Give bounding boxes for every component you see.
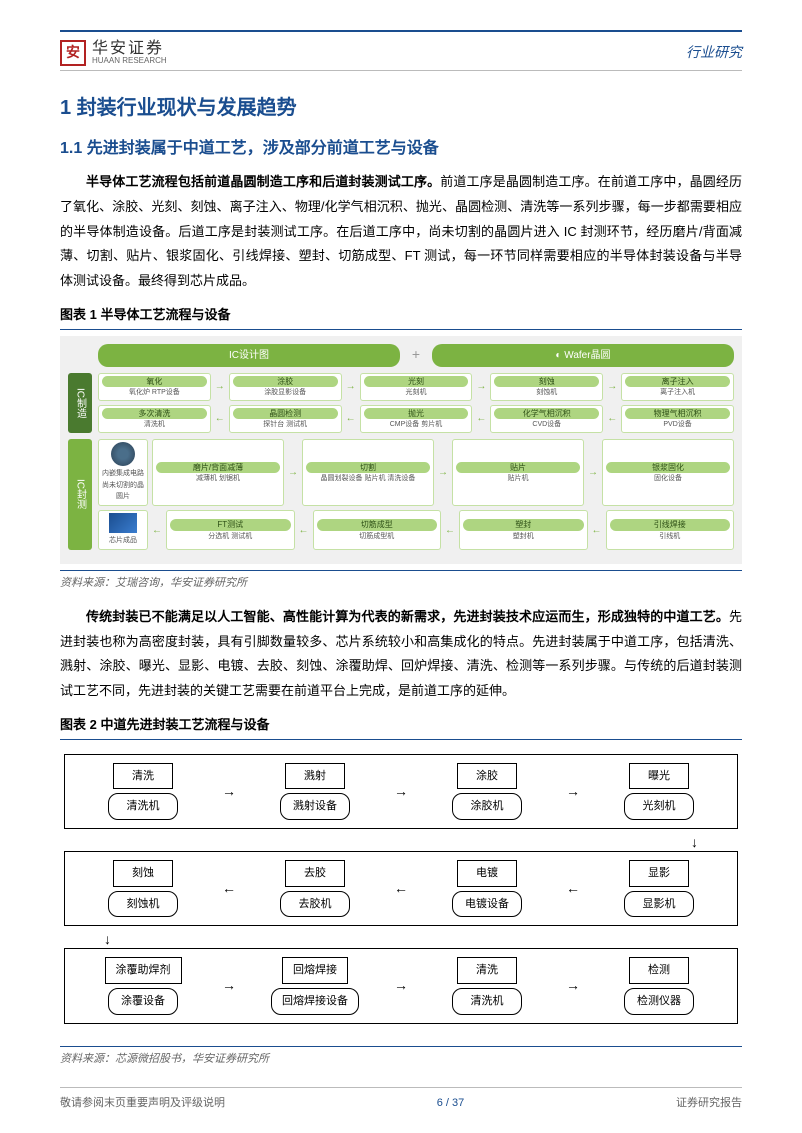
arrow-icon: →: [221, 780, 237, 804]
fig2-node: 电镀电镀设备: [415, 860, 559, 917]
page-header: 安 华安证券 HUAAN RESEARCH 行业研究: [60, 40, 742, 71]
logo: 安 华安证券 HUAAN RESEARCH: [60, 40, 167, 66]
figure-2: 清洗清洗机→溅射溅射设备→涂胶涂胶机→曝光光刻机 ↓ 刻蚀刻蚀机←去胶去胶机←电…: [60, 746, 742, 1040]
figure-2-source: 资料来源：芯源微招股书，华安证券研究所: [60, 1046, 742, 1069]
heading-1: 1 封装行业现状与发展趋势: [60, 91, 742, 125]
paragraph-1: 半导体工艺流程包括前道晶圆制造工序和后道封装测试工序。前道工序是晶圆制造工序。在…: [60, 170, 742, 293]
flow-node: 银浆固化固化设备: [602, 439, 734, 507]
arrow-icon: ←: [592, 510, 602, 550]
fig2-node: 去胶去胶机: [243, 860, 387, 917]
figure-1: IC设计图 + ◐ Wafer晶圆 IC制造 氧化氧化炉 RTP设备→涂胶涂胶显…: [60, 336, 742, 565]
arrow-icon: →: [346, 373, 356, 401]
fig2-node: 回熔焊接回熔焊接设备: [243, 957, 387, 1014]
fig1-header-left: IC设计图: [98, 344, 400, 367]
plus-icon: +: [406, 344, 426, 367]
flow-node: FT测试分选机 测试机: [166, 510, 295, 550]
footer-page: 6 / 37: [437, 1094, 465, 1113]
fig2-node: 涂覆助焊剂涂覆设备: [71, 957, 215, 1014]
flow-node: 塑封塑封机: [459, 510, 588, 550]
fig1-header-right: ◐ Wafer晶圆: [432, 344, 734, 367]
arrow-icon: ←: [152, 510, 162, 550]
arrow-icon: →: [565, 780, 581, 804]
arrow-icon: ←: [215, 405, 225, 433]
arrow-icon: ←: [607, 405, 617, 433]
heading-1-1: 1.1 先进封装属于中道工艺，涉及部分前道工艺与设备: [60, 135, 742, 162]
arrow-icon: →: [215, 373, 225, 401]
fig2-node: 显影显影机: [587, 860, 731, 917]
arrow-icon: →: [288, 439, 298, 507]
arrow-icon: →: [438, 439, 448, 507]
flow-node: 多次清洗清洗机: [98, 405, 211, 433]
paragraph-2: 传统封装已不能满足以人工智能、高性能计算为代表的新需求，先进封装技术应运而生，形…: [60, 605, 742, 704]
arrow-icon: →: [393, 974, 409, 998]
wafer-image: 内嵌集成电路尚未切割的晶圆片: [98, 439, 148, 507]
arrow-icon: →: [607, 373, 617, 401]
fig2-node: 涂胶涂胶机: [415, 763, 559, 820]
flow-node: 化学气相沉积CVD设备: [490, 405, 603, 433]
figure-2-title: 图表 2 中道先进封装工艺流程与设备: [60, 714, 742, 740]
arrow-icon: ←: [221, 877, 237, 901]
arrow-icon: →: [476, 373, 486, 401]
figure-1-title: 图表 1 半导体工艺流程与设备: [60, 304, 742, 330]
flow-node: 氧化氧化炉 RTP设备: [98, 373, 211, 401]
arrow-icon: ←: [565, 877, 581, 901]
arrow-icon: ←: [346, 405, 356, 433]
flow-node: 抛光CMP设备 剪片机: [360, 405, 473, 433]
arrow-icon: ←: [299, 510, 309, 550]
fig2-node: 曝光光刻机: [587, 763, 731, 820]
footer-right: 证券研究报告: [676, 1094, 742, 1113]
flow-node: 引线焊接引线机: [606, 510, 735, 550]
flow-node: 晶圆检测探针台 测试机: [229, 405, 342, 433]
flow-node: 贴片贴片机: [452, 439, 584, 507]
flow-node: 切筋成型切筋成型机: [313, 510, 442, 550]
fig2-node: 溅射溅射设备: [243, 763, 387, 820]
page-footer: 敬请参阅末页重要声明及评级说明 6 / 37 证券研究报告: [60, 1087, 742, 1113]
fig1-tab-manufacture: IC制造: [68, 373, 92, 433]
fig2-node: 清洗清洗机: [71, 763, 215, 820]
fig2-node: 检测检测仪器: [587, 957, 731, 1014]
flow-node: 离子注入离子注入机: [621, 373, 734, 401]
fig2-node: 清洗清洗机: [415, 957, 559, 1014]
chip-image: 芯片成品: [98, 510, 148, 550]
flow-node: 光刻光刻机: [360, 373, 473, 401]
flow-node: 物理气相沉积PVD设备: [621, 405, 734, 433]
footer-left: 敬请参阅末页重要声明及评级说明: [60, 1094, 225, 1113]
arrow-icon: →: [393, 780, 409, 804]
flow-node: 刻蚀刻蚀机: [490, 373, 603, 401]
logo-cn: 华安证券: [92, 41, 167, 57]
flow-node: 磨片/背面减薄减薄机 划锯机: [152, 439, 284, 507]
flow-node: 涂胶涂胶显影设备: [229, 373, 342, 401]
flow-node: 切割晶圆划裂设备 贴片机 清洗设备: [302, 439, 434, 507]
fig2-node: 刻蚀刻蚀机: [71, 860, 215, 917]
header-category: 行业研究: [686, 41, 742, 65]
logo-en: HUAAN RESEARCH: [92, 57, 167, 65]
figure-1-source: 资料来源：艾瑞咨询，华安证券研究所: [60, 570, 742, 593]
arrow-icon: →: [565, 974, 581, 998]
arrow-icon: ←: [393, 877, 409, 901]
logo-icon: 安: [60, 40, 86, 66]
arrow-icon: →: [588, 439, 598, 507]
arrow-icon: →: [221, 974, 237, 998]
arrow-icon: ←: [445, 510, 455, 550]
fig1-tab-test: IC封测: [68, 439, 92, 551]
arrow-icon: ←: [476, 405, 486, 433]
